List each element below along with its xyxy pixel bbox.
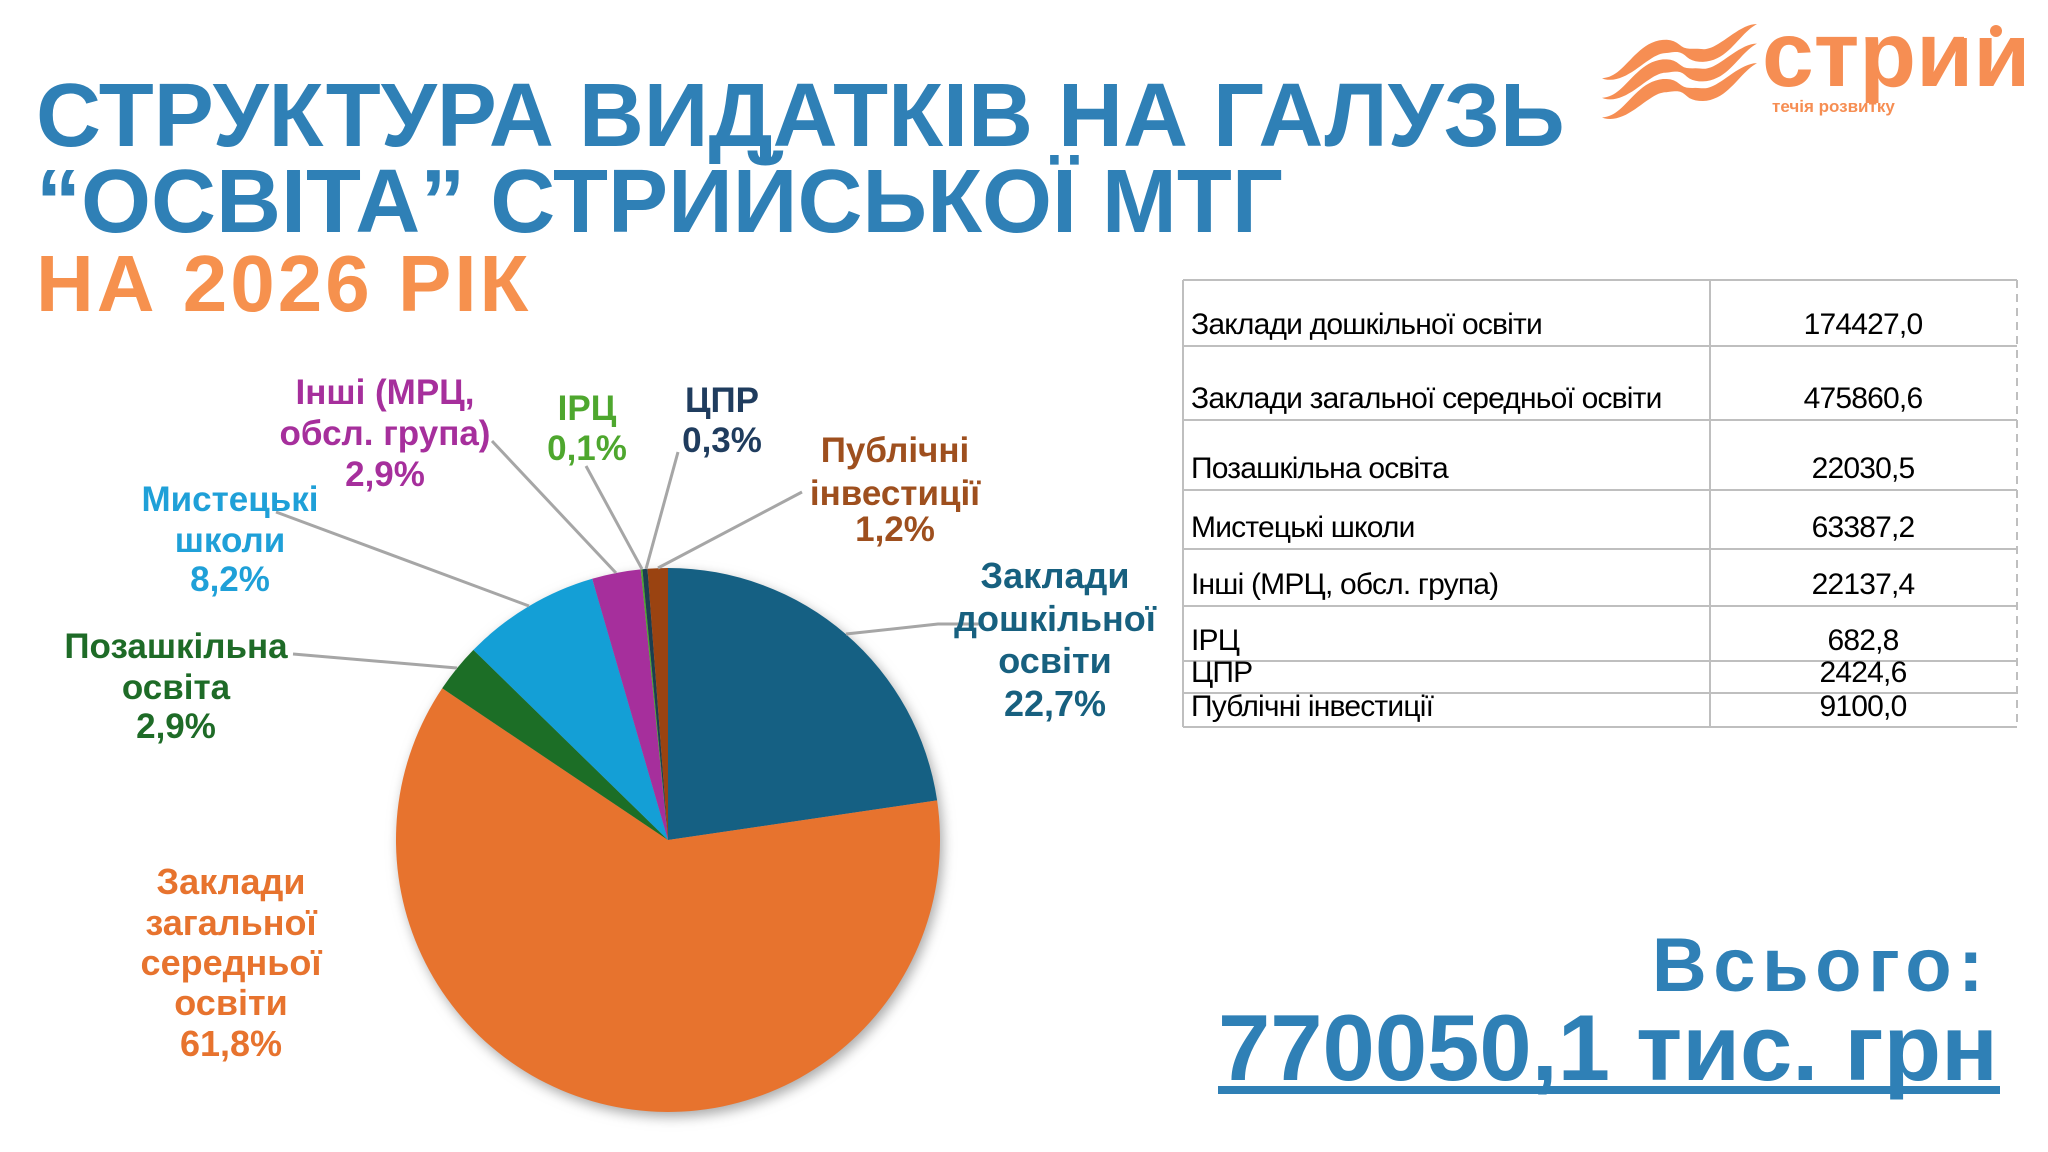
svg-text:інвестиції: інвестиції	[810, 474, 981, 513]
svg-text:61,8%: 61,8%	[180, 1023, 282, 1064]
svg-text:Заклади: Заклади	[981, 555, 1130, 596]
svg-text:Позашкільна: Позашкільна	[64, 627, 288, 666]
svg-text:ІРЦ: ІРЦ	[558, 389, 617, 428]
svg-text:Мистецькі: Мистецькі	[141, 480, 318, 519]
svg-text:Заклади загальної середньої ос: Заклади загальної середньої освіти	[1191, 382, 1662, 415]
svg-text:школи: школи	[175, 521, 286, 560]
svg-text:174427,0: 174427,0	[1804, 308, 1923, 341]
svg-text:Всього:: Всього:	[1652, 923, 1990, 1008]
svg-text:ІРЦ: ІРЦ	[1191, 624, 1240, 657]
svg-text:Мистецькі школи: Мистецькі школи	[1191, 511, 1415, 544]
svg-text:середньої: середньої	[141, 942, 323, 983]
svg-text:22,7%: 22,7%	[1004, 683, 1106, 724]
svg-text:Заклади дошкільної освіти: Заклади дошкільної освіти	[1191, 308, 1542, 341]
svg-text:Заклади: Заклади	[157, 861, 306, 902]
svg-text:63387,2: 63387,2	[1812, 511, 1915, 544]
svg-text:освіти: освіти	[174, 982, 287, 1023]
svg-text:ЦПР: ЦПР	[1191, 656, 1252, 689]
svg-text:2,9%: 2,9%	[345, 455, 425, 494]
svg-text:22030,5: 22030,5	[1812, 452, 1915, 485]
svg-text:2,9%: 2,9%	[136, 707, 216, 746]
svg-text:Позашкільна освіта: Позашкільна освіта	[1191, 452, 1449, 485]
svg-text:течія розвитку: течія розвитку	[1772, 97, 1895, 116]
svg-text:Інші (МРЦ,: Інші (МРЦ,	[296, 373, 475, 412]
svg-text:загальної: загальної	[145, 902, 317, 943]
svg-text:770050,1 тис. грн: 770050,1 тис. грн	[1218, 995, 1998, 1100]
svg-text:ЦПР: ЦПР	[685, 381, 759, 420]
svg-text:СТРУКТУРА ВИДАТКІВ НА ГАЛУЗЬ: СТРУКТУРА ВИДАТКІВ НА ГАЛУЗЬ	[36, 66, 1565, 166]
svg-text:“ОСВІТА” СТРИЙСЬКОЇ МТГ: “ОСВІТА” СТРИЙСЬКОЇ МТГ	[36, 149, 1283, 252]
svg-text:2424,6: 2424,6	[1820, 656, 1907, 689]
svg-text:НА 2026 РІК: НА 2026 РІК	[36, 239, 531, 328]
svg-text:Публічні: Публічні	[821, 431, 970, 470]
svg-text:0,1%: 0,1%	[547, 429, 627, 468]
svg-text:Публічні інвестиції: Публічні інвестиції	[1191, 690, 1435, 723]
svg-text:обсл. група): обсл. група)	[280, 414, 491, 453]
svg-text:Інші (МРЦ, обсл. група): Інші (МРЦ, обсл. група)	[1191, 568, 1498, 601]
svg-text:9100,0: 9100,0	[1820, 690, 1907, 723]
svg-text:8,2%: 8,2%	[190, 560, 270, 599]
svg-text:0,3%: 0,3%	[682, 421, 762, 460]
svg-text:475860,6: 475860,6	[1804, 382, 1923, 415]
svg-text:682,8: 682,8	[1827, 624, 1898, 657]
svg-text:22137,4: 22137,4	[1812, 568, 1915, 601]
svg-text:освіта: освіта	[122, 668, 231, 707]
svg-text:1,2%: 1,2%	[855, 510, 935, 549]
svg-text:освіти: освіти	[998, 640, 1111, 681]
svg-text:дошкільної: дошкільної	[954, 598, 1157, 639]
